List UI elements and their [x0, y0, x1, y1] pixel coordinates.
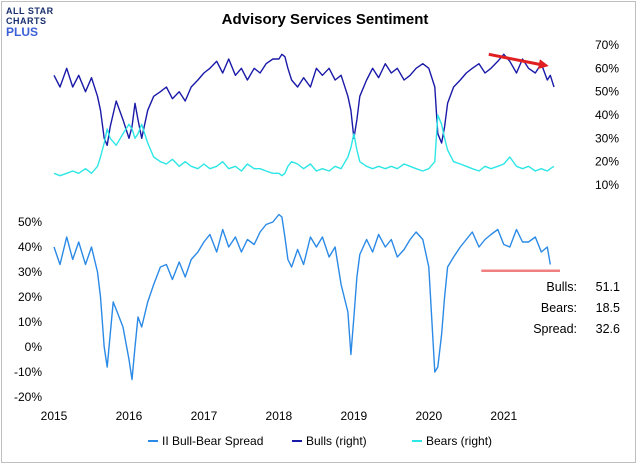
stats-box: Bulls: 51.1 Bears: 18.5 Spread: 32.6	[533, 280, 620, 336]
chart-title: Advisory Services Sentiment	[222, 11, 429, 28]
legend-label: II Bull-Bear Spread	[162, 434, 263, 448]
top-y-tick-label: 40%	[595, 108, 619, 122]
top-y-tick-label: 50%	[595, 85, 619, 99]
bottom-y-tick-label: 40%	[18, 240, 42, 254]
legend-label: Bulls (right)	[306, 434, 367, 448]
stat-label: Bulls:	[546, 280, 577, 294]
bottom-y-tick-label: -20%	[14, 390, 42, 404]
x-axis: 2015 2016 2017 2018 2019 2020 2021	[41, 409, 518, 423]
x-tick-label: 2016	[116, 409, 143, 423]
legend-item-spread: II Bull-Bear Spread	[148, 434, 263, 448]
x-tick-label: 2019	[341, 409, 368, 423]
bottom-y-axis: -20% -10% 0% 10% 20% 30% 40% 50%	[14, 215, 42, 404]
x-tick-label: 2015	[41, 409, 68, 423]
legend-label: Bears (right)	[426, 434, 492, 448]
x-tick-label: 2021	[490, 409, 517, 423]
trend-arrow-shaft	[488, 52, 544, 67]
stat-label: Spread:	[533, 322, 577, 336]
trend-arrow-head	[538, 59, 549, 69]
top-y-tick-label: 10%	[595, 178, 619, 192]
logo-line-3: PLUS	[6, 25, 39, 39]
bottom-y-tick-label: 10%	[18, 315, 42, 329]
x-tick-label: 2020	[415, 409, 442, 423]
top-y-tick-label: 20%	[595, 155, 619, 169]
legend-item-bulls: Bulls (right)	[292, 434, 367, 448]
bottom-y-tick-label: 0%	[25, 340, 43, 354]
stat-value: 18.5	[596, 301, 620, 315]
bottom-y-tick-label: -10%	[14, 365, 42, 379]
logo-line-2: CHARTS	[6, 16, 47, 26]
series-line-bears	[53, 114, 555, 177]
brand-logo: ALL STAR CHARTS PLUS	[6, 6, 70, 50]
top-y-axis: 10% 20% 30% 40% 50% 60% 70%	[595, 38, 619, 192]
bottom-panel: -20% -10% 0% 10% 20% 30% 40% 50%	[14, 213, 551, 404]
stat-value: 51.1	[596, 280, 620, 294]
bottom-y-tick-label: 50%	[18, 215, 42, 229]
annotations	[481, 52, 560, 272]
stat-label: Bears:	[541, 301, 577, 315]
series-line-spread	[53, 213, 551, 381]
top-y-tick-label: 70%	[595, 38, 619, 52]
legend: II Bull-Bear Spread Bulls (right) Bears (r…	[148, 434, 492, 448]
top-y-tick-label: 60%	[595, 61, 619, 75]
top-y-tick-label: 30%	[595, 131, 619, 145]
top-panel: 10% 20% 30% 40% 50% 60% 70%	[53, 38, 619, 192]
legend-item-bears: Bears (right)	[412, 434, 492, 448]
x-tick-label: 2017	[191, 409, 218, 423]
stat-value: 32.6	[596, 322, 620, 336]
series-line-bulls	[53, 53, 555, 147]
bottom-y-tick-label: 30%	[18, 265, 42, 279]
x-tick-label: 2018	[266, 409, 293, 423]
logo-line-1: ALL STAR	[6, 6, 54, 16]
bottom-y-tick-label: 20%	[18, 290, 42, 304]
